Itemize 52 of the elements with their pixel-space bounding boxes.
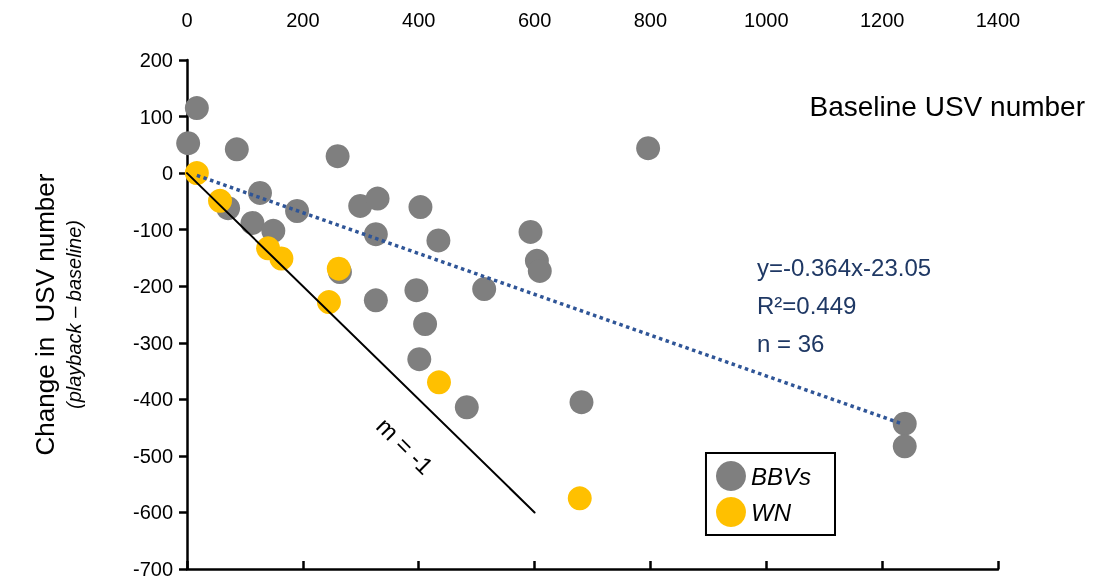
point xyxy=(184,96,209,121)
point xyxy=(363,222,388,247)
x-tick-label: 400 xyxy=(402,9,436,31)
point xyxy=(892,434,917,459)
point xyxy=(454,395,479,420)
y-tick-label: -600 xyxy=(132,501,173,524)
point xyxy=(518,219,543,244)
legend-label: BBVs xyxy=(750,462,812,490)
point xyxy=(404,278,429,303)
point xyxy=(208,188,233,213)
point xyxy=(176,131,201,156)
x-tick-label: 1200 xyxy=(859,9,905,31)
annotation: n = 36 xyxy=(757,329,825,357)
y-tick-label: -500 xyxy=(132,444,173,467)
point xyxy=(407,347,432,372)
point xyxy=(472,277,497,302)
y-tick-label: -100 xyxy=(132,218,173,241)
point xyxy=(408,195,433,220)
x-tick-label: 0 xyxy=(181,9,193,31)
y-tick-label: 200 xyxy=(139,49,173,71)
x-tick-label: 600 xyxy=(517,9,552,31)
annotation: y=-0.364x-23.05 xyxy=(757,253,932,281)
point xyxy=(413,312,438,337)
y-tick-label: -700 xyxy=(132,558,173,580)
point xyxy=(892,411,917,436)
point xyxy=(325,144,350,169)
point xyxy=(316,290,341,315)
y-tick-label: -300 xyxy=(132,331,173,354)
point xyxy=(427,370,451,395)
point xyxy=(636,136,661,161)
point xyxy=(248,180,272,205)
point xyxy=(224,137,249,162)
x-tick-label: 200 xyxy=(286,9,320,31)
x-axis-title: Baseline USV number xyxy=(809,90,1086,122)
y-tick-label: -200 xyxy=(132,275,173,298)
y-tick-label: -400 xyxy=(132,388,173,411)
point xyxy=(240,210,265,235)
y-tick-label: 100 xyxy=(139,105,173,128)
x-tick-label: 1000 xyxy=(744,9,789,31)
point xyxy=(426,228,451,253)
x-tick-label: 1400 xyxy=(975,9,1021,31)
annotation: m = -1 xyxy=(371,412,439,480)
y-tick-label: 0 xyxy=(161,162,173,185)
y-axis-title: Change in USV number (playback – baseline) xyxy=(30,173,85,456)
x-tick-label: 800 xyxy=(633,9,668,31)
point xyxy=(567,486,592,511)
point xyxy=(365,186,390,211)
point xyxy=(285,199,310,223)
legend-label: WN xyxy=(750,498,792,526)
annotation: R²=0.449 xyxy=(757,291,857,319)
point xyxy=(569,390,594,415)
point xyxy=(363,288,388,313)
